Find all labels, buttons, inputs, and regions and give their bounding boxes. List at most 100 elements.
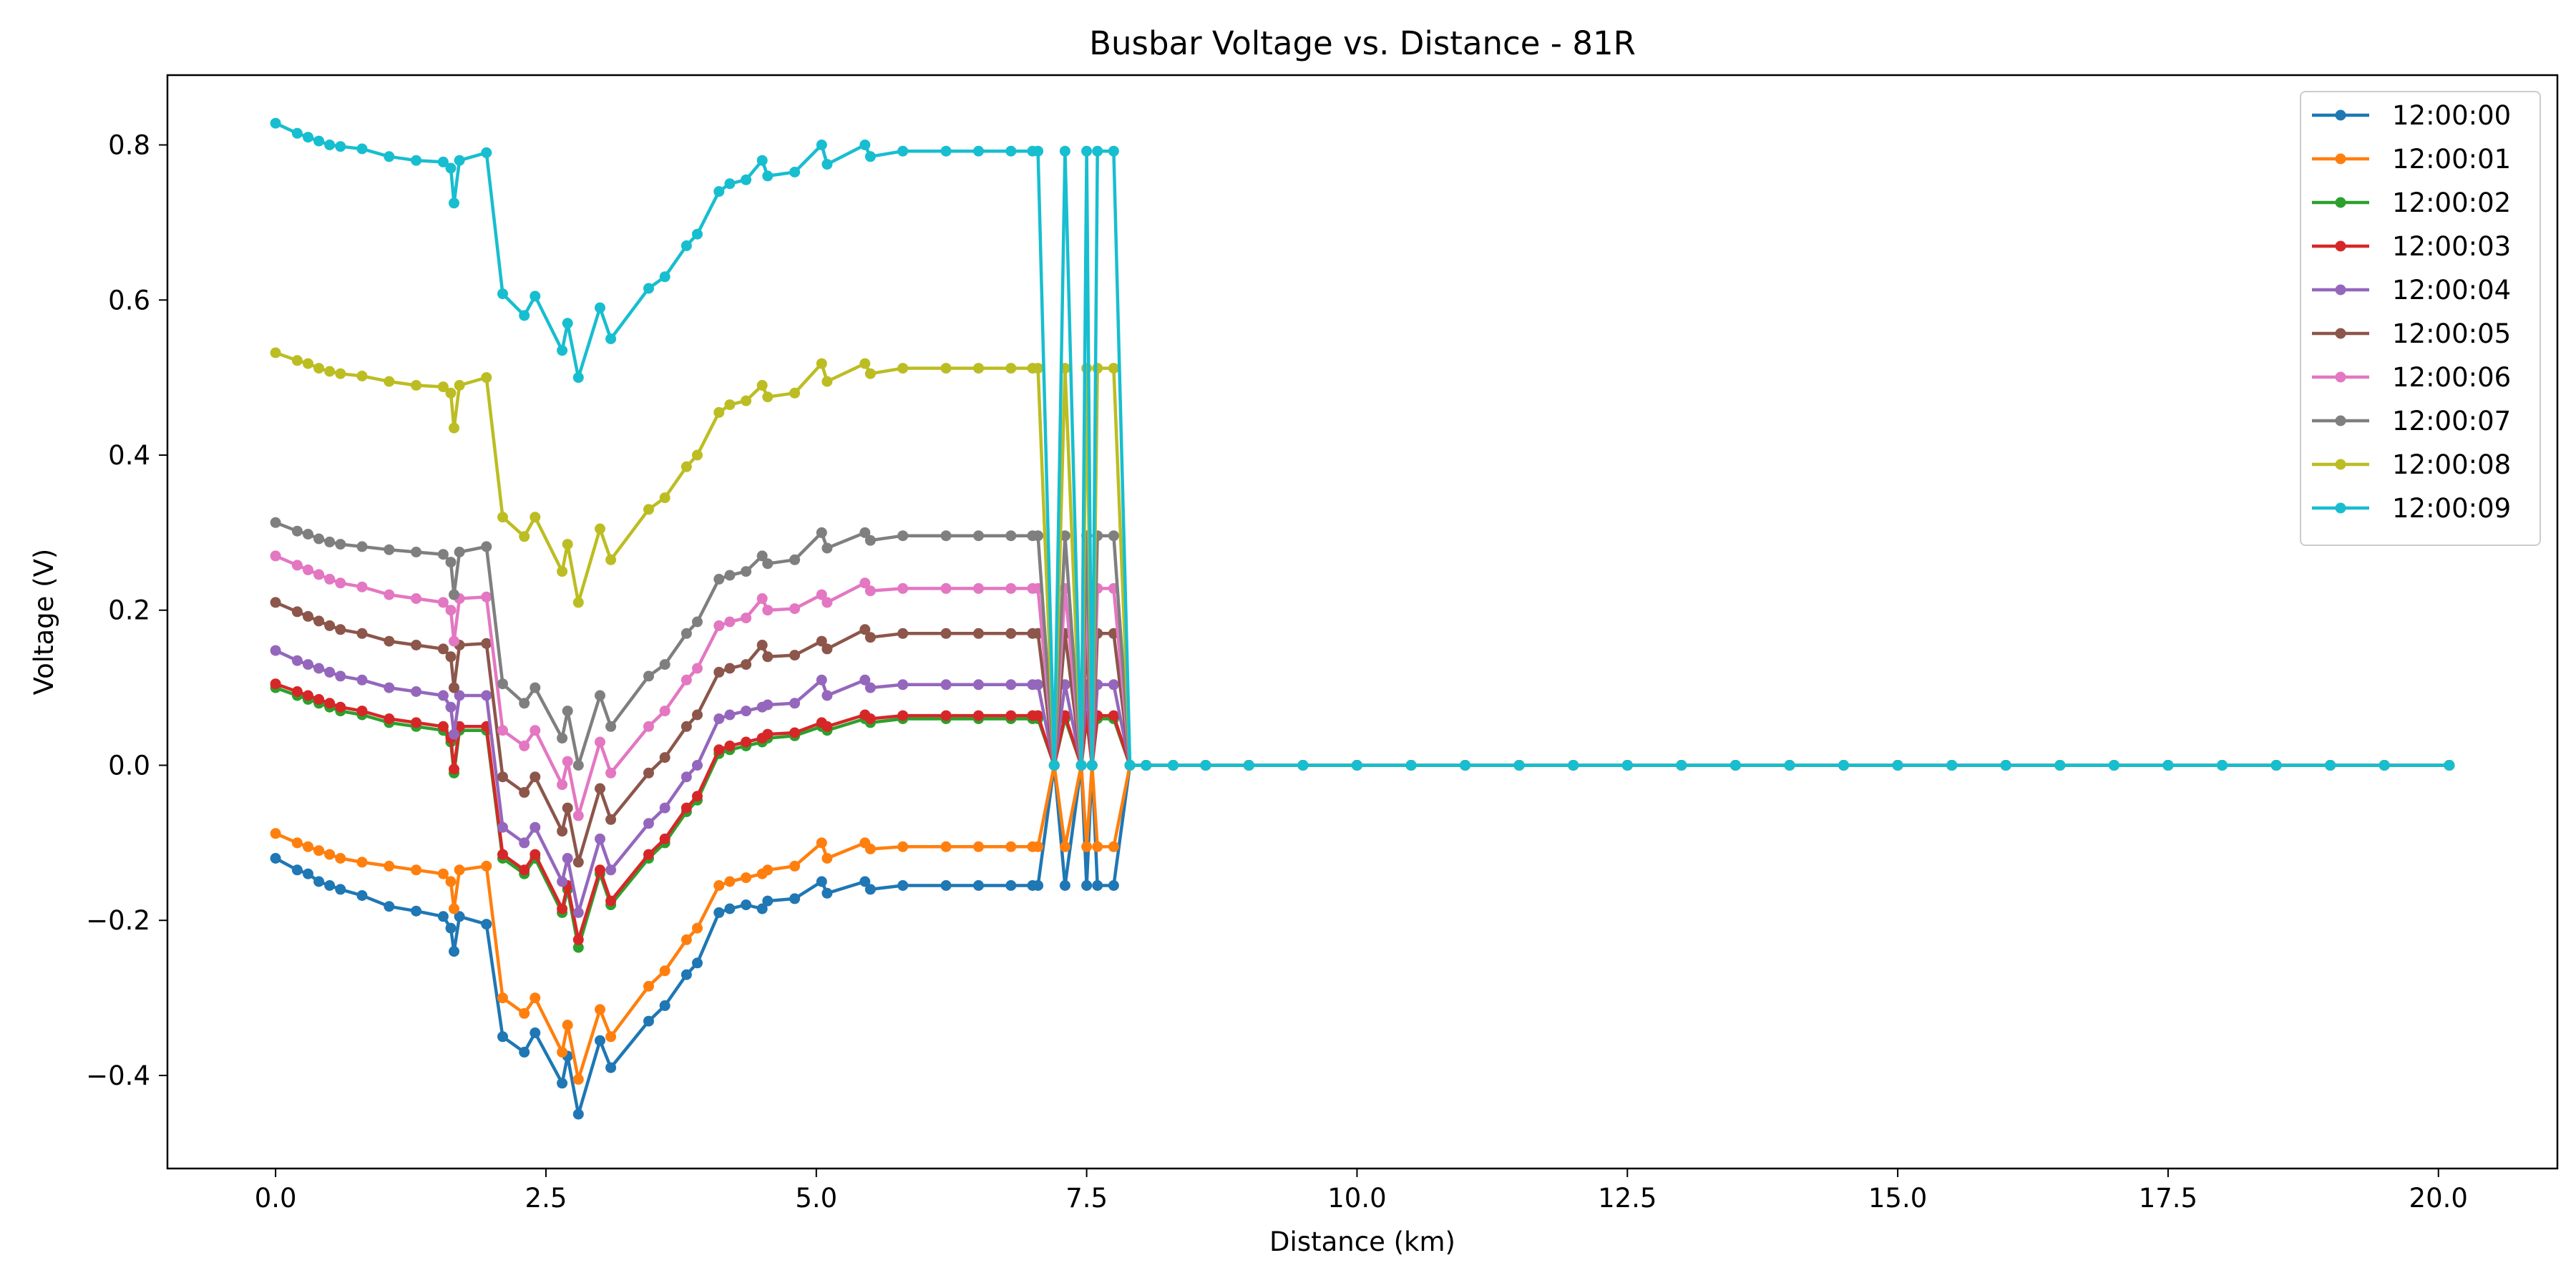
data-point — [411, 864, 422, 876]
y-tick-label: 0.2 — [108, 595, 150, 626]
data-point — [557, 779, 568, 791]
data-point — [557, 903, 568, 914]
data-point — [1108, 880, 1119, 891]
data-point — [335, 853, 346, 864]
x-tick-label: 2.5 — [525, 1183, 567, 1214]
data-point — [324, 620, 336, 631]
data-point — [291, 837, 303, 849]
legend-marker — [2335, 415, 2346, 426]
data-point — [1059, 841, 1070, 852]
data-point — [643, 721, 654, 732]
data-point — [437, 381, 449, 393]
data-point — [384, 901, 395, 912]
chart-title: Busbar Voltage vs. Distance - 81R — [1089, 24, 1636, 62]
data-point — [859, 358, 871, 369]
legend-marker — [2335, 328, 2346, 339]
x-tick-label: 12.5 — [1598, 1183, 1657, 1214]
data-point — [411, 547, 422, 557]
data-point — [789, 893, 801, 904]
data-point — [680, 674, 692, 686]
data-point — [724, 709, 736, 721]
data-point — [692, 922, 703, 934]
x-axis-label: Distance (km) — [1269, 1226, 1455, 1257]
data-point — [437, 721, 449, 732]
data-point — [724, 663, 736, 674]
data-point — [659, 965, 670, 977]
data-point — [1621, 760, 1633, 771]
data-point — [481, 372, 492, 384]
data-point — [762, 391, 774, 403]
data-point — [2108, 760, 2119, 771]
legend-item: 12:00:08 — [2312, 449, 2511, 480]
data-point — [454, 911, 465, 922]
data-point — [897, 679, 909, 691]
data-point — [454, 690, 465, 701]
data-point — [313, 876, 325, 887]
data-point — [724, 903, 736, 914]
data-point — [313, 135, 325, 147]
data-point — [595, 1004, 605, 1015]
data-point — [605, 721, 617, 732]
data-point — [335, 624, 346, 635]
data-point — [303, 564, 313, 575]
data-point — [557, 1046, 568, 1058]
data-point — [659, 802, 670, 814]
data-point — [724, 740, 736, 751]
data-point — [445, 162, 457, 174]
data-point — [897, 628, 909, 639]
data-point — [864, 713, 876, 724]
y-tick-label: −0.2 — [86, 905, 150, 936]
data-point — [859, 577, 871, 589]
data-point — [940, 363, 952, 374]
data-point — [940, 841, 952, 852]
data-point — [741, 659, 752, 670]
data-point — [1005, 145, 1017, 157]
data-point — [897, 145, 909, 157]
data-point — [384, 544, 395, 555]
data-point — [562, 1020, 573, 1030]
data-point — [445, 557, 457, 568]
data-point — [659, 1000, 670, 1011]
data-point — [562, 802, 573, 814]
data-point — [356, 857, 368, 868]
data-point — [291, 355, 303, 366]
data-point — [324, 573, 336, 585]
data-point — [356, 890, 368, 901]
data-point — [303, 358, 313, 369]
data-point — [973, 880, 984, 891]
data-point — [756, 155, 768, 166]
data-point — [762, 728, 774, 740]
data-point — [595, 833, 605, 844]
data-point — [303, 868, 313, 879]
data-point — [481, 919, 492, 930]
data-point — [821, 887, 833, 899]
data-point — [789, 167, 801, 177]
data-point — [270, 597, 281, 608]
data-point — [530, 682, 541, 693]
data-point — [481, 591, 492, 602]
data-point — [1124, 760, 1136, 771]
data-point — [291, 127, 303, 139]
data-point — [481, 541, 492, 552]
data-point — [530, 291, 541, 302]
data-point — [530, 992, 541, 1004]
data-point — [356, 674, 368, 686]
data-point — [1005, 582, 1017, 594]
data-point — [519, 1046, 530, 1058]
data-point — [270, 347, 281, 358]
data-point — [313, 615, 325, 627]
data-point — [713, 666, 725, 678]
legend-label: 12:00:07 — [2392, 406, 2511, 436]
legend-marker — [2335, 109, 2346, 121]
data-point — [411, 593, 422, 604]
data-point — [1092, 145, 1103, 157]
legend-label: 12:00:08 — [2392, 449, 2511, 480]
data-point — [562, 853, 573, 864]
data-point — [356, 628, 368, 639]
data-point — [557, 826, 568, 837]
data-point — [449, 635, 459, 647]
data-point — [437, 690, 449, 701]
data-point — [356, 371, 368, 381]
data-point — [864, 368, 876, 379]
y-axis-label: Voltage (V) — [29, 549, 59, 696]
